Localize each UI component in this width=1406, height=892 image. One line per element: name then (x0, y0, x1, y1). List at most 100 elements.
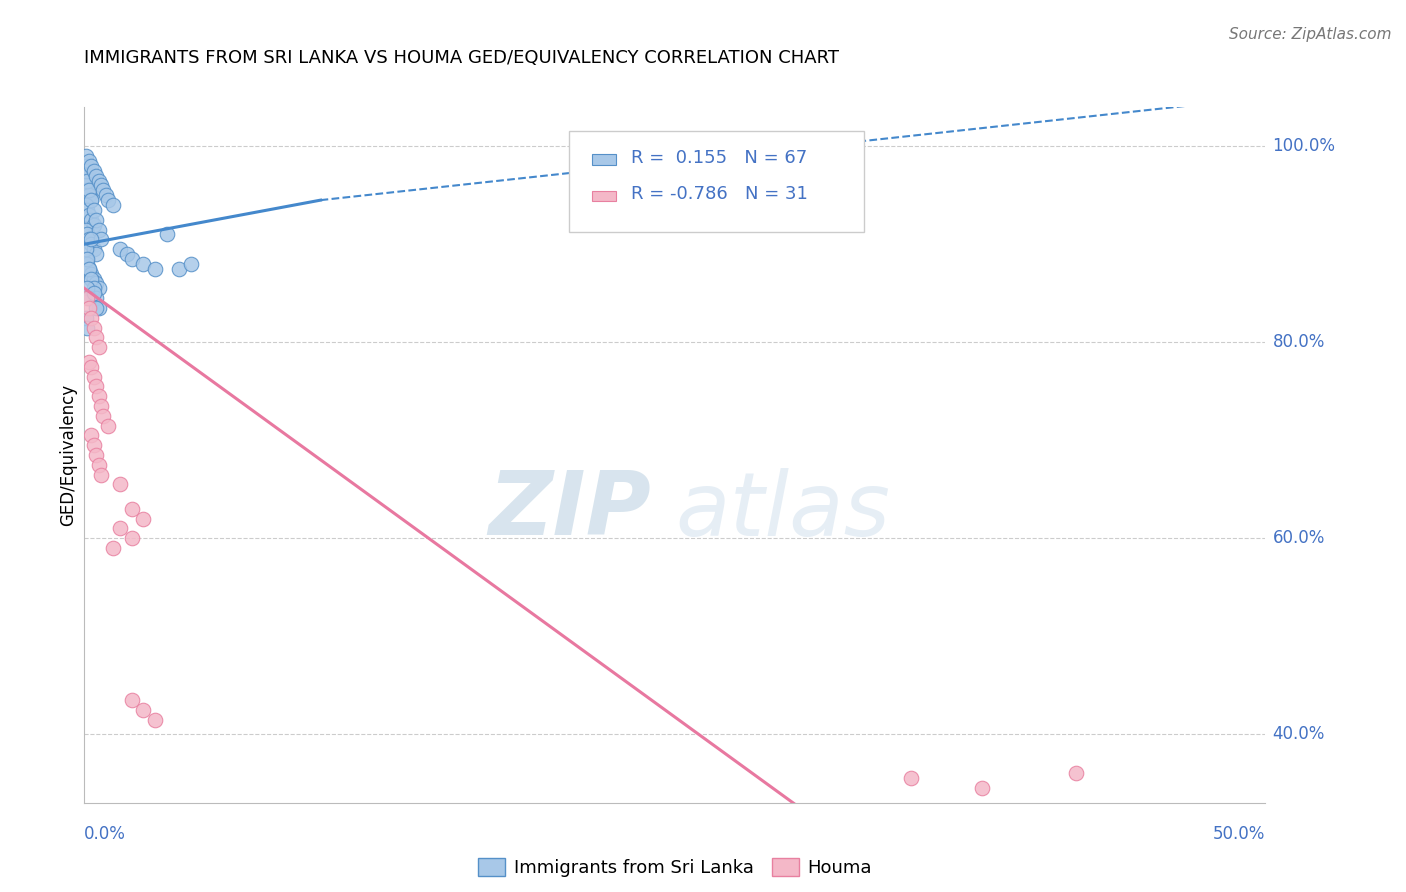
Point (83, 163, 105, 178)
Point (970, 781, 993, 796)
Point (90, 467, 112, 482)
Point (167, 261, 190, 276)
Point (87, 222, 110, 236)
Point (84, 212, 107, 227)
Point (84, 330, 107, 344)
Point (156, 227, 179, 242)
Point (132, 511, 155, 525)
Point (77, 173, 100, 187)
Text: IMMIGRANTS FROM SRI LANKA VS HOUMA GED/EQUIVALENCY CORRELATION CHART: IMMIGRANTS FROM SRI LANKA VS HOUMA GED/E… (84, 49, 839, 67)
Point (97, 418, 120, 433)
Point (87, 458, 110, 472)
FancyBboxPatch shape (568, 131, 863, 232)
Point (121, 252, 143, 266)
Point (115, 247, 138, 261)
Y-axis label: GED/Equivalency: GED/Equivalency (59, 384, 77, 526)
Text: ZIP: ZIP (488, 467, 651, 554)
Point (75, 222, 97, 236)
Point (77, 188, 100, 202)
Text: R = -0.786   N = 31: R = -0.786 N = 31 (631, 185, 808, 203)
Point (97, 193, 120, 207)
Point (76, 291, 98, 305)
Point (75, 252, 97, 266)
Point (80, 428, 103, 442)
Point (87, 340, 110, 354)
Point (90, 399, 112, 413)
Point (77, 291, 100, 305)
Point (77, 208, 100, 222)
Point (76, 281, 98, 295)
Point (87, 173, 110, 187)
Point (108, 521, 131, 535)
Point (80, 212, 103, 227)
Point (1066, 766, 1088, 780)
Point (90, 232, 112, 246)
Point (77, 153, 100, 168)
Point (83, 281, 105, 295)
Point (121, 501, 143, 516)
Text: R =  0.155   N = 67: R = 0.155 N = 67 (631, 149, 807, 167)
Point (80, 193, 103, 207)
Point (143, 261, 166, 276)
Point (900, 772, 922, 786)
Point (94, 188, 117, 202)
Point (132, 257, 155, 271)
Text: 0.0%: 0.0% (84, 825, 127, 843)
Point (87, 301, 110, 315)
Point (108, 242, 131, 256)
Point (80, 267, 103, 281)
Point (76, 173, 98, 187)
Point (180, 257, 202, 271)
Point (83, 218, 105, 232)
Point (87, 389, 110, 403)
Point (84, 247, 107, 261)
Point (76, 159, 98, 173)
Text: 50.0%: 50.0% (1213, 825, 1265, 843)
Text: 60.0%: 60.0% (1272, 529, 1324, 547)
Text: atlas: atlas (675, 467, 890, 554)
Point (76, 252, 98, 266)
Text: 80.0%: 80.0% (1272, 334, 1324, 351)
Point (84, 291, 107, 305)
Point (83, 202, 105, 217)
Legend: Immigrants from Sri Lanka, Houma: Immigrants from Sri Lanka, Houma (471, 850, 879, 884)
Point (84, 301, 107, 315)
Point (101, 541, 124, 555)
FancyBboxPatch shape (592, 154, 616, 165)
Point (83, 242, 105, 256)
Point (132, 703, 155, 717)
FancyBboxPatch shape (592, 191, 616, 201)
Point (76, 227, 98, 242)
Point (108, 477, 131, 491)
Text: Source: ZipAtlas.com: Source: ZipAtlas.com (1229, 27, 1392, 42)
Point (91, 183, 114, 197)
Point (83, 438, 105, 452)
Point (84, 277, 107, 291)
Point (77, 261, 100, 276)
Point (75, 163, 97, 178)
Point (87, 281, 110, 295)
Point (80, 159, 103, 173)
Point (143, 713, 166, 727)
Point (75, 149, 97, 163)
Point (80, 232, 103, 246)
Point (76, 183, 98, 197)
Point (76, 257, 98, 271)
Point (75, 310, 97, 325)
Point (121, 531, 143, 545)
Point (84, 169, 107, 183)
Point (80, 359, 103, 374)
Point (83, 369, 105, 384)
Text: 100.0%: 100.0% (1272, 137, 1336, 155)
Point (80, 237, 103, 252)
Point (84, 379, 107, 393)
Point (75, 242, 97, 256)
Point (76, 169, 98, 183)
Point (75, 198, 97, 212)
Point (77, 301, 100, 315)
Point (77, 232, 100, 246)
Text: 40.0%: 40.0% (1272, 725, 1324, 743)
Point (91, 409, 114, 423)
Point (83, 271, 105, 285)
Point (77, 355, 100, 369)
